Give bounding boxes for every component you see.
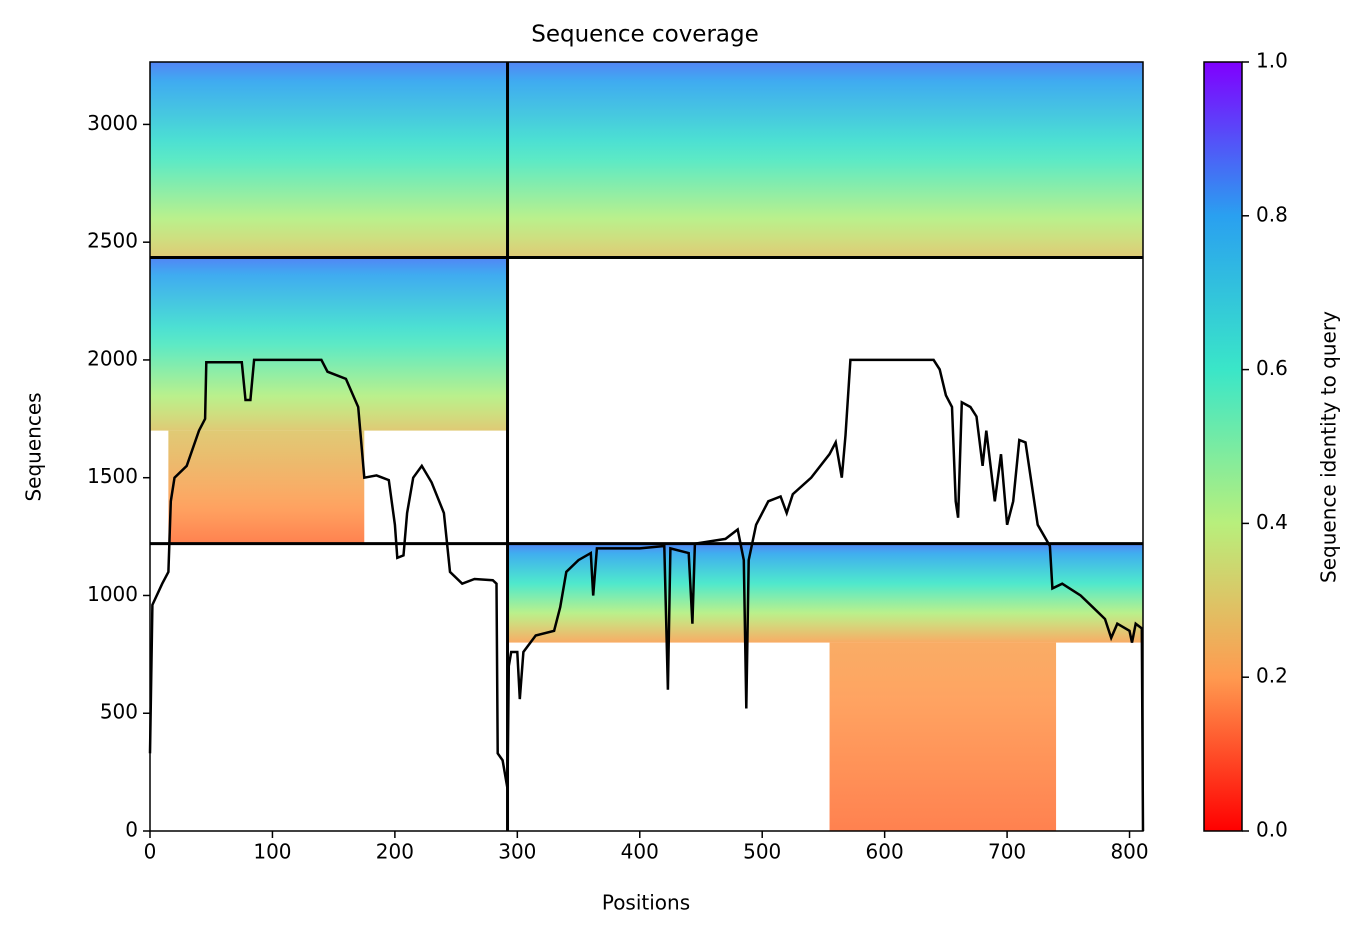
colorbar-tick-label: 0.4 <box>1256 510 1288 534</box>
y-tick-label: 3000 <box>87 111 138 135</box>
x-tick-label: 700 <box>988 840 1026 864</box>
coverage-block <box>829 642 1057 831</box>
y-tick-label: 500 <box>100 700 138 724</box>
colorbar-tick-label: 0.6 <box>1256 356 1288 380</box>
x-tick-label: 200 <box>376 840 414 864</box>
colorbar-tick-label: 0.8 <box>1256 202 1288 226</box>
x-tick-label: 300 <box>498 840 536 864</box>
coverage-block <box>150 257 508 431</box>
y-axis-label: Sequences <box>22 392 46 501</box>
coverage-line <box>148 358 1145 832</box>
y-tick-label: 2000 <box>87 346 138 370</box>
plot-frame <box>149 61 1144 832</box>
y-tick-label: 1000 <box>87 582 138 606</box>
colorbar <box>1203 61 1243 832</box>
colorbar-tick-label: 1.0 <box>1256 49 1288 73</box>
x-tick-label: 100 <box>253 840 291 864</box>
y-tick-label: 2500 <box>87 229 138 253</box>
x-tick-label: 400 <box>621 840 659 864</box>
colorbar-tick-label: 0.2 <box>1256 664 1288 688</box>
x-tick-label: 500 <box>743 840 781 864</box>
chart-title: Sequence coverage <box>531 22 759 48</box>
x-tick-label: 0 <box>144 840 157 864</box>
coverage-block <box>150 62 508 258</box>
coverage-block <box>507 62 1143 258</box>
x-tick-label: 600 <box>866 840 904 864</box>
coverage-block <box>168 430 365 544</box>
colorbar-tick-label: 0.0 <box>1256 818 1288 842</box>
coverage-block <box>507 543 1143 643</box>
y-tick-label: 0 <box>125 818 138 842</box>
x-tick-label: 800 <box>1110 840 1148 864</box>
colorbar-label: Sequence identity to query <box>1317 311 1341 583</box>
x-axis-label: Positions <box>602 891 690 915</box>
y-tick-label: 1500 <box>87 464 138 488</box>
